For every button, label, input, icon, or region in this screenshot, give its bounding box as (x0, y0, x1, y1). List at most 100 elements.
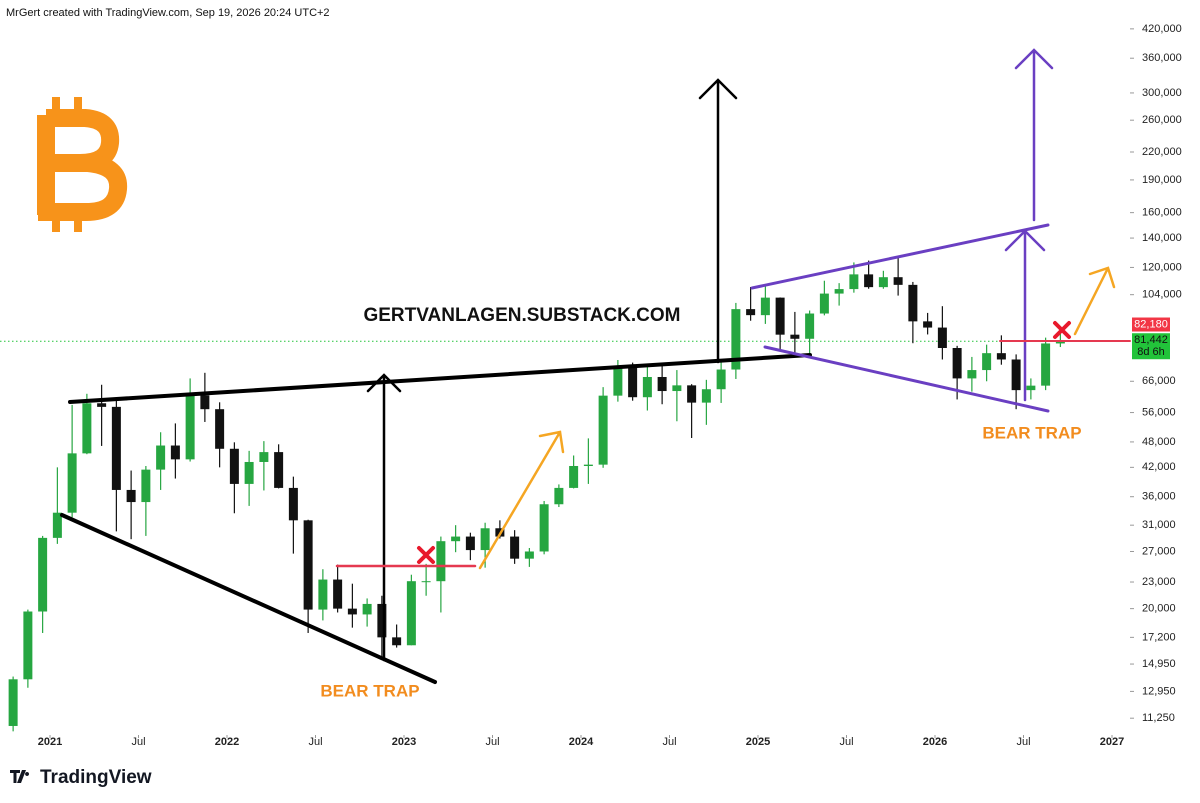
candle-body (864, 274, 874, 288)
candle-body (805, 313, 815, 339)
candle-body (613, 366, 623, 396)
y-tick-label: 31,000 (1142, 519, 1176, 531)
price-badge-label: 81,442 (1134, 334, 1168, 346)
y-tick-label: 17,200 (1142, 631, 1176, 643)
y-tick-label: 190,000 (1142, 174, 1182, 186)
candle-body (259, 452, 269, 462)
x-tick-label: Jul (1016, 736, 1030, 748)
y-tick-label: 140,000 (1142, 232, 1182, 244)
candle-body (347, 608, 357, 615)
candle-body (38, 537, 48, 612)
candle-body (406, 581, 416, 646)
annotations (60, 48, 1131, 684)
candle-body (377, 603, 387, 638)
candle-body (790, 334, 800, 339)
annotation-label: BEAR TRAP (320, 681, 419, 700)
x-tick-label: 2027 (1100, 736, 1124, 748)
footer-logo-text: TradingView (40, 767, 152, 788)
candle-body (539, 504, 549, 552)
candle-body (1011, 359, 1021, 391)
y-tick-label: 14,950 (1142, 658, 1176, 670)
y-tick-label: 220,000 (1142, 146, 1182, 158)
countdown-label: 8d 6h (1137, 346, 1165, 358)
candle-body (1055, 341, 1065, 344)
candle-body (908, 284, 918, 322)
candle-body (746, 309, 756, 316)
candle-body (141, 469, 151, 503)
candle-body (318, 579, 328, 610)
price-badge (1132, 333, 1170, 360)
candle-body (893, 277, 903, 285)
candle-body (701, 389, 711, 403)
candle-body (244, 461, 254, 484)
annotation-label: BEAR TRAP (982, 423, 1081, 442)
candle-body (554, 487, 564, 505)
candle-body (67, 453, 77, 513)
candle-body (156, 445, 166, 470)
candle-body (97, 403, 107, 407)
candle-body (185, 395, 195, 460)
candle-body (8, 679, 18, 726)
candle-body (1041, 343, 1051, 386)
y-tick-label: 120,000 (1142, 261, 1182, 273)
candle-body (849, 274, 859, 290)
candle-body (731, 309, 741, 370)
candle-body (760, 297, 770, 316)
candle-body (392, 637, 402, 646)
candle-body (333, 579, 343, 609)
candle-body (23, 611, 33, 680)
candle-body (583, 464, 593, 466)
candle-body (716, 369, 726, 390)
candle-body (1026, 385, 1036, 391)
y-tick-label: 104,000 (1142, 289, 1182, 301)
candle-body (200, 395, 210, 410)
candle-body (628, 366, 638, 398)
header: MrGert created with TradingView.com, Sep… (6, 7, 330, 19)
candle-body (82, 403, 92, 454)
y-tick-label: 360,000 (1142, 52, 1182, 64)
candle-body (274, 452, 284, 488)
x-tick-label: Jul (839, 736, 853, 748)
plot: 420,000 360,000 300,000 260,000 220,000 190,0… (0, 23, 1182, 748)
candle-body (923, 321, 933, 328)
y-tick-label: 48,000 (1142, 436, 1176, 448)
x-tick-label: 2021 (38, 736, 62, 748)
candle-body (229, 448, 239, 484)
x-tick-label: Jul (485, 736, 499, 748)
candle-body (451, 536, 461, 542)
candle-body (170, 445, 180, 460)
candle-body (465, 536, 475, 551)
candle-body (687, 385, 697, 403)
price-badge-label: 82,180 (1134, 318, 1168, 330)
candle-body (937, 327, 947, 348)
y-tick-label: 66,000 (1142, 375, 1176, 387)
candle-body (126, 489, 136, 503)
x-tick-label: 2026 (923, 736, 947, 748)
candle-body (657, 376, 667, 392)
y-tick-label: 56,000 (1142, 406, 1176, 418)
candle-body (819, 293, 829, 314)
candle-body (303, 520, 313, 610)
candle-body (996, 353, 1006, 360)
y-tick-label: 11,250 (1142, 712, 1175, 724)
y-tick-label: 36,000 (1142, 491, 1176, 503)
candle-body (111, 406, 121, 490)
candle-body (524, 551, 534, 559)
y-tick-label: 23,000 (1142, 576, 1176, 588)
bitcoin-logo (37, 97, 128, 232)
candle-body (598, 395, 608, 465)
x-tick-label: 2023 (392, 736, 416, 748)
y-tick-label: 20,000 (1142, 603, 1176, 615)
x-tick-label: Jul (662, 736, 676, 748)
tradingview-logo: TradingView (10, 767, 152, 788)
candle-body (952, 347, 962, 379)
y-tick-label: 27,000 (1142, 545, 1176, 557)
candle-body (982, 353, 992, 371)
x-tick-label: 2022 (215, 736, 239, 748)
x-tick-label: Jul (131, 736, 145, 748)
candle-body (775, 297, 785, 335)
candle-body (569, 465, 579, 488)
candle-body (362, 603, 372, 615)
candle-body (52, 512, 62, 538)
